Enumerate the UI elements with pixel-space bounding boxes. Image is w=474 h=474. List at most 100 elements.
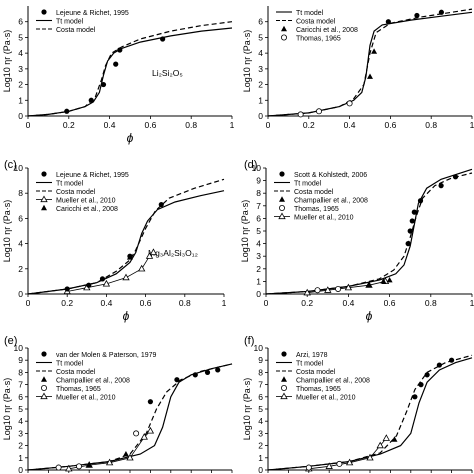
y-tick-label: 6 bbox=[18, 213, 23, 223]
x-axis-label: ϕ bbox=[123, 309, 130, 323]
data-point bbox=[55, 464, 62, 471]
legend-marker bbox=[40, 195, 48, 203]
data-point bbox=[325, 462, 333, 469]
y-tick-label: 2 bbox=[258, 80, 263, 90]
y-tick-label: 2 bbox=[258, 441, 263, 451]
series-costa-model bbox=[268, 354, 473, 471]
data-point bbox=[64, 286, 70, 292]
legend-item: Costa model bbox=[36, 27, 96, 34]
x-tick-label: 0.2 bbox=[63, 120, 75, 130]
data-point bbox=[127, 253, 133, 259]
panel-label: (f) bbox=[244, 335, 254, 347]
legend-item: Tt model bbox=[36, 360, 84, 367]
data-point bbox=[391, 436, 398, 442]
data-point bbox=[145, 252, 154, 259]
y-tick-label: 6 bbox=[258, 17, 263, 27]
panel-label: (e) bbox=[4, 335, 17, 347]
x-tick-label: 0.8 bbox=[425, 298, 437, 308]
legend-label: Costa model bbox=[56, 27, 96, 34]
x-tick-label: 1 bbox=[470, 298, 474, 308]
legend-label: Costa model bbox=[56, 369, 96, 376]
y-tick-label: 1 bbox=[258, 95, 263, 105]
legend-label: Tt model bbox=[296, 360, 324, 367]
data-point bbox=[412, 394, 418, 400]
y-tick-label: 4 bbox=[18, 239, 23, 249]
series-champallier-et-al-2008 bbox=[366, 276, 393, 288]
data-point bbox=[414, 12, 420, 19]
legend-marker bbox=[281, 376, 287, 382]
panel-label: (c) bbox=[4, 159, 17, 171]
y-tick-label: 0 bbox=[18, 289, 23, 299]
x-axis-label: ϕ bbox=[127, 131, 134, 145]
x-tick-label: 0.4 bbox=[342, 298, 354, 308]
series-champallier-et-al-2008 bbox=[86, 450, 129, 468]
data-point bbox=[105, 458, 114, 466]
data-point bbox=[315, 108, 322, 115]
y-tick-label: 2 bbox=[18, 441, 23, 451]
legend-label: Lejeune & Richet, 1995 bbox=[56, 10, 129, 17]
data-point bbox=[117, 47, 123, 53]
y-tick-label: 9 bbox=[18, 355, 23, 365]
data-point bbox=[174, 377, 180, 383]
y-tick-label: 0 bbox=[256, 289, 261, 299]
series-thomas-1965 bbox=[55, 430, 140, 471]
data-point bbox=[452, 174, 459, 180]
data-point bbox=[100, 81, 107, 88]
data-point bbox=[438, 183, 444, 189]
x-tick-label: 0.4 bbox=[100, 298, 112, 308]
series-thomas-1965 bbox=[297, 100, 353, 118]
series-lejeune-richet-1995 bbox=[64, 201, 164, 292]
legend-label: Scott & Kohlstedt, 2006 bbox=[294, 172, 367, 179]
legend-marker bbox=[41, 384, 48, 391]
series-caricchi-et-al-2008 bbox=[367, 48, 378, 79]
y-tick-label: 4 bbox=[258, 48, 263, 58]
x-tick-label: 0 bbox=[264, 298, 269, 308]
legend-item: Costa model bbox=[274, 189, 334, 196]
legend-item: Costa model bbox=[276, 18, 336, 25]
data-point bbox=[385, 19, 391, 25]
legend-item: Tt model bbox=[36, 180, 84, 187]
data-point bbox=[367, 73, 373, 79]
y-tick-label: 0 bbox=[18, 465, 23, 474]
x-tick-label: 0 bbox=[26, 298, 31, 308]
legend-label: Thomas, 1965 bbox=[296, 386, 341, 393]
legend-marker bbox=[41, 9, 47, 15]
legend-item: Tt model bbox=[36, 18, 84, 25]
legend-label: Caricchi et al., 2008 bbox=[56, 206, 118, 213]
legend-item: Scott & Kohlstedt, 2006 bbox=[279, 171, 367, 179]
legend-item: Caricchi et al., 2008 bbox=[41, 204, 118, 213]
data-point bbox=[449, 357, 455, 363]
series-mueller-et-al-2010 bbox=[65, 426, 155, 472]
legend-label: Lejeune & Richet, 1995 bbox=[56, 172, 129, 179]
legend-marker bbox=[281, 351, 287, 357]
data-point bbox=[147, 399, 153, 405]
y-tick-label: 4 bbox=[18, 48, 23, 58]
data-point bbox=[64, 108, 70, 114]
series-data bbox=[385, 9, 444, 25]
series-line bbox=[268, 354, 473, 471]
data-point bbox=[366, 281, 372, 288]
legend-item: Mueller et al., 2010 bbox=[36, 392, 116, 401]
y-tick-label: 0 bbox=[18, 111, 23, 121]
y-tick-label: 4 bbox=[256, 239, 261, 249]
data-point bbox=[344, 283, 353, 291]
legend-marker bbox=[40, 392, 48, 400]
y-axis-label: Log10 ηr (Pa·s) bbox=[2, 200, 12, 263]
series-champallier-et-al-2008 bbox=[391, 436, 398, 442]
chart-panel-b: 0 0.2 0.4 0.6 0.8 1 0 1 2 3 4 5 6 Log10 ηr (Pa·s) Tt m… bbox=[242, 6, 474, 130]
legend-label: Costa model bbox=[56, 189, 96, 196]
legend-label: Thomas, 1965 bbox=[296, 35, 341, 42]
data-point bbox=[99, 276, 106, 282]
y-tick-label: 1 bbox=[258, 453, 263, 463]
legend-label: Costa model bbox=[296, 369, 336, 376]
series-costa-model bbox=[268, 8, 473, 117]
legend-item: Thomas, 1965 bbox=[280, 34, 341, 42]
data-point bbox=[376, 441, 384, 449]
legend-label: Tt model bbox=[296, 10, 324, 17]
data-point bbox=[386, 276, 393, 283]
x-tick-label: 0.6 bbox=[384, 298, 396, 308]
